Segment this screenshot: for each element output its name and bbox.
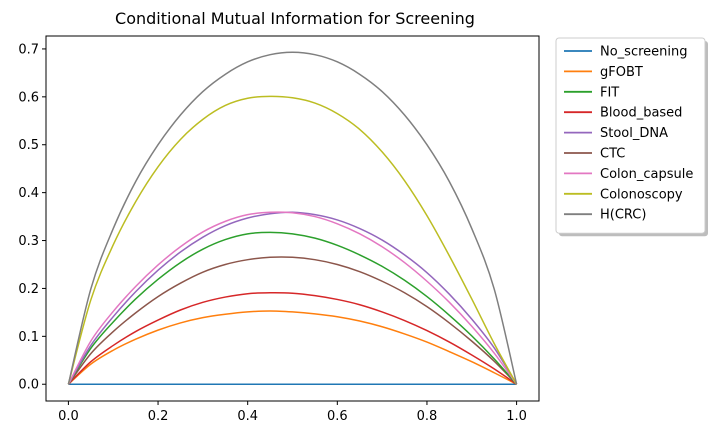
series-line-fit (67, 231, 518, 385)
legend-label: Colonoscopy (600, 187, 683, 202)
x-tick-label: 0.6 (327, 409, 348, 424)
legend-label: H(CRC) (600, 208, 646, 223)
y-tick-label: 0.1 (18, 330, 39, 345)
y-tick-label: 0.4 (18, 186, 39, 201)
legend-box (555, 37, 706, 234)
x-tick-label: 0.2 (148, 409, 169, 424)
legend-label: Blood_based (600, 106, 682, 121)
y-tick-label: 0.7 (18, 42, 39, 57)
series-line-h-crc- (67, 51, 518, 385)
series-line-colonoscopy (67, 95, 518, 385)
plot-frame (45, 35, 540, 402)
y-tick-label: 0.6 (18, 90, 39, 105)
series-line-ctc (67, 256, 518, 385)
chart-title: Conditional Mutual Information for Scree… (115, 9, 475, 28)
x-tick-label: 0.0 (58, 409, 79, 424)
legend-label: Colon_capsule (600, 167, 693, 182)
legend: No_screening gFOBT FIT Blood_based Stool_DNA… (555, 37, 708, 237)
series-line-gfobt (67, 310, 517, 385)
series-line-blood-based (67, 291, 518, 385)
x-tick-label: 1.0 (506, 409, 527, 424)
legend-label: gFOBT (600, 65, 643, 80)
y-tick-label: 0.3 (18, 234, 39, 249)
y-tick-label: 0.5 (18, 138, 39, 153)
x-axis: 0.0 0.2 0.4 0.6 0.8 1.0 (58, 401, 527, 424)
legend-label: No_screening (600, 45, 688, 60)
x-tick-label: 0.8 (417, 409, 438, 424)
series-layer (67, 51, 518, 385)
x-tick-label: 0.4 (237, 409, 258, 424)
legend-label: Stool_DNA (600, 126, 668, 141)
legend-label: CTC (600, 147, 625, 162)
y-tick-label: 0.2 (18, 282, 39, 297)
y-tick-label: 0.0 (18, 378, 39, 393)
legend-label: FIT (600, 85, 619, 100)
series-line-colon-capsule (67, 211, 518, 385)
y-axis: 0.0 0.1 0.2 0.3 0.4 0.5 0.6 0.7 (18, 42, 46, 393)
